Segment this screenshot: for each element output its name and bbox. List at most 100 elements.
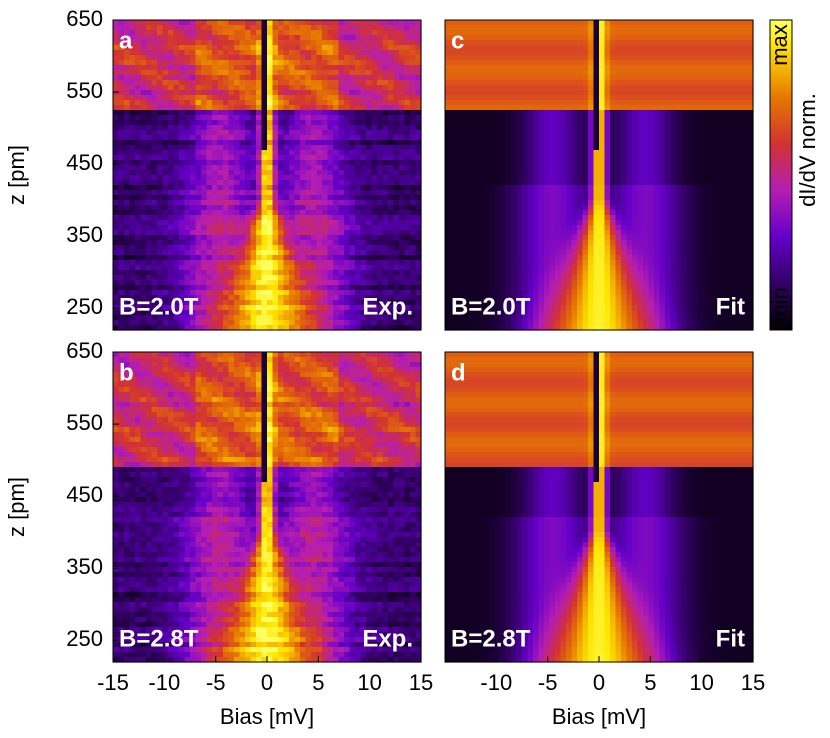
heatmap-cell [146, 130, 153, 136]
heatmap-cell [135, 382, 142, 388]
heatmap-cell [206, 115, 213, 121]
heatmap-cell [410, 447, 417, 453]
heatmap-cell [300, 260, 307, 266]
heatmap-cell [289, 120, 296, 126]
heatmap-cell [184, 462, 191, 468]
heatmap-cell [118, 397, 125, 403]
heatmap-cell [140, 195, 147, 201]
heatmap-cell [289, 210, 296, 216]
heatmap-cell [311, 387, 318, 393]
heatmap-cell [261, 110, 268, 116]
heatmap-cell [355, 315, 362, 321]
heatmap-cell [371, 175, 378, 181]
heatmap-cell [272, 407, 279, 413]
heatmap-cell [388, 432, 395, 438]
heatmap-cell [338, 235, 345, 241]
heatmap-cell [399, 70, 406, 76]
heatmap-cell [140, 280, 147, 286]
heatmap-cell [289, 362, 296, 368]
heatmap-cell [228, 155, 235, 161]
heatmap-cell [234, 245, 241, 251]
heatmap-cell [217, 155, 224, 161]
heatmap-cell [256, 170, 263, 176]
heatmap-cell [190, 315, 197, 321]
heatmap-cell [360, 55, 367, 61]
heatmap-cell [399, 422, 406, 428]
heatmap-cell [256, 260, 263, 266]
heatmap-cell [311, 175, 318, 181]
heatmap-cell [278, 250, 285, 256]
heatmap-cell [118, 115, 125, 121]
heatmap-cell [322, 377, 329, 383]
heatmap-cell [267, 250, 274, 256]
heatmap-cell [179, 235, 186, 241]
heatmap-cell [140, 110, 147, 116]
heatmap-cell [140, 130, 147, 136]
heatmap-cell [245, 215, 252, 221]
heatmap-cell [294, 315, 301, 321]
heatmap-cell [245, 357, 252, 363]
heatmap-cell [212, 165, 219, 171]
heatmap-cell [206, 427, 213, 433]
heatmap-cell [311, 210, 318, 216]
heatmap-cell [294, 235, 301, 241]
heatmap-cell [146, 50, 153, 56]
heatmap-cell [201, 320, 208, 326]
heatmap-cell [212, 130, 219, 136]
heatmap-cell [278, 100, 285, 106]
heatmap-cell [168, 250, 175, 256]
heatmap-cell [234, 85, 241, 91]
heatmap-cell [355, 392, 362, 398]
heatmap-cell [289, 45, 296, 51]
heatmap-cell [168, 125, 175, 131]
heatmap-cell [234, 255, 241, 261]
heatmap-cell [327, 432, 334, 438]
heatmap-cell [234, 185, 241, 191]
heatmap-cell [360, 170, 367, 176]
heatmap-cell [305, 265, 312, 271]
heatmap-cell [162, 295, 169, 301]
heatmap-cell [217, 25, 224, 31]
heatmap-cell [344, 175, 351, 181]
heatmap-cell [294, 55, 301, 61]
heatmap-cell [201, 372, 208, 378]
heatmap-cell [316, 447, 323, 453]
heatmap-cell [140, 427, 147, 433]
heatmap-cell [135, 220, 142, 226]
heatmap-cell [190, 290, 197, 296]
heatmap-cell [223, 387, 230, 393]
heatmap-cell [349, 170, 356, 176]
heatmap-cell [322, 60, 329, 66]
heatmap-cell [311, 245, 318, 251]
heatmap-cell [289, 85, 296, 91]
heatmap-cell [168, 25, 175, 31]
heatmap-cell [305, 45, 312, 51]
heatmap-cell [212, 402, 219, 408]
heatmap-cell [360, 45, 367, 51]
heatmap-cell [322, 422, 329, 428]
heatmap-cell [113, 55, 120, 61]
heatmap-cell [382, 90, 389, 96]
heatmap-cell [201, 230, 208, 236]
heatmap-cell [118, 280, 125, 286]
heatmap-cell [151, 30, 158, 36]
heatmap-cell [338, 442, 345, 448]
heatmap-cell [113, 407, 120, 413]
heatmap-cell [311, 482, 318, 488]
heatmap-cell [113, 305, 120, 311]
heatmap-cell [135, 125, 142, 131]
heatmap-cell [168, 295, 175, 301]
heatmap-cell [223, 155, 230, 161]
heatmap-cell [393, 40, 400, 46]
heatmap-cell [135, 245, 142, 251]
heatmap-cell [223, 372, 230, 378]
heatmap-cell [278, 170, 285, 176]
heatmap-cell [344, 155, 351, 161]
heatmap-cell [223, 175, 230, 181]
heatmap-cell [228, 90, 235, 96]
heatmap-cell [124, 482, 131, 488]
heatmap-cell [223, 80, 230, 86]
heatmap-cell [283, 115, 290, 121]
heatmap-cell [118, 472, 125, 478]
heatmap-cell [228, 165, 235, 171]
